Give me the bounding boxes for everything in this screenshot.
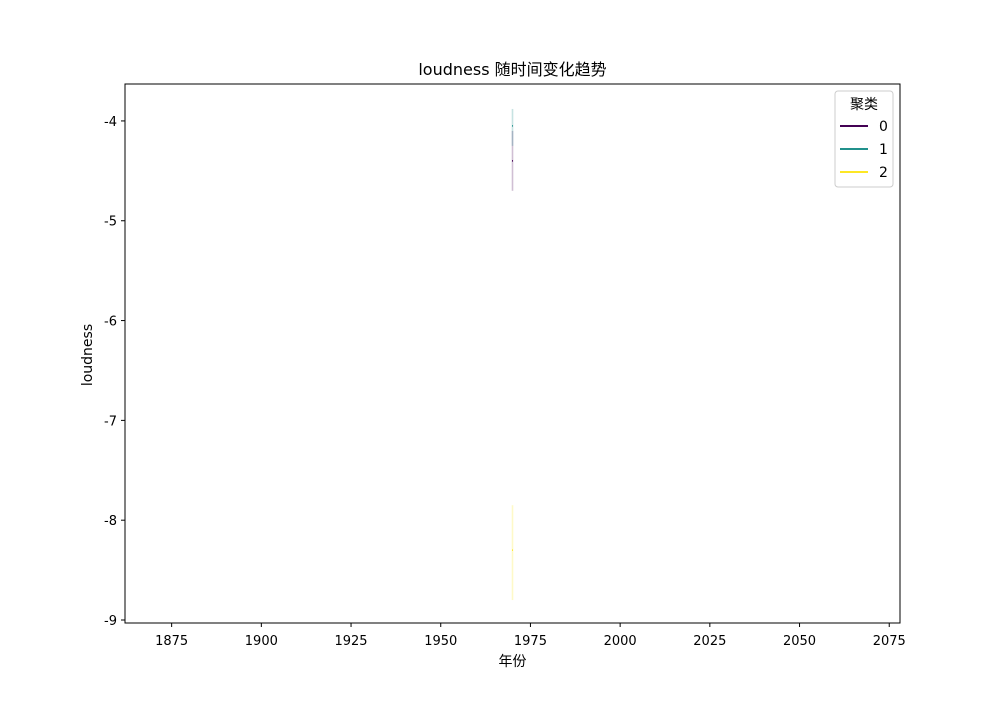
x-tick-label: 1875	[155, 634, 188, 649]
legend: 聚类 0 1 2	[834, 90, 894, 188]
x-axis-ticks: 1875 1900 1925 1950 1975 2000 2025 2050 2075	[155, 623, 906, 649]
y-tick-label: -6	[104, 315, 117, 330]
plot-area-frame	[124, 83, 901, 624]
confidence-bands	[511, 108, 514, 601]
x-axis-label: 年份	[499, 654, 527, 670]
x-tick-label: 1975	[514, 634, 547, 649]
legend-label-1: 1	[879, 142, 888, 158]
legend-label-2: 2	[879, 165, 888, 181]
legend-label-0: 0	[879, 119, 888, 135]
chart-title: loudness 随时间变化趋势	[418, 60, 606, 79]
x-tick-label: 1950	[424, 634, 457, 649]
legend-frame	[834, 90, 894, 188]
series-lines	[512, 125, 513, 551]
x-tick-label: 1900	[245, 634, 278, 649]
y-axis-ticks: -9 -8 -7 -6 -5 -4	[104, 115, 125, 629]
y-tick-label: -9	[104, 614, 117, 629]
y-axis-label: loudness	[80, 324, 96, 386]
y-tick-label: -4	[104, 115, 117, 130]
x-tick-label: 2075	[873, 634, 906, 649]
legend-entries: 0 1 2	[840, 119, 888, 181]
series-2-band	[511, 505, 514, 601]
x-tick-label: 2050	[783, 634, 816, 649]
y-tick-label: -8	[104, 514, 117, 529]
x-tick-label: 2025	[693, 634, 726, 649]
x-tick-label: 2000	[604, 634, 637, 649]
legend-title: 聚类	[850, 97, 878, 113]
series-1-band	[511, 108, 514, 146]
y-tick-label: -5	[104, 215, 117, 230]
y-tick-label: -7	[104, 414, 117, 429]
x-tick-label: 1925	[334, 634, 367, 649]
